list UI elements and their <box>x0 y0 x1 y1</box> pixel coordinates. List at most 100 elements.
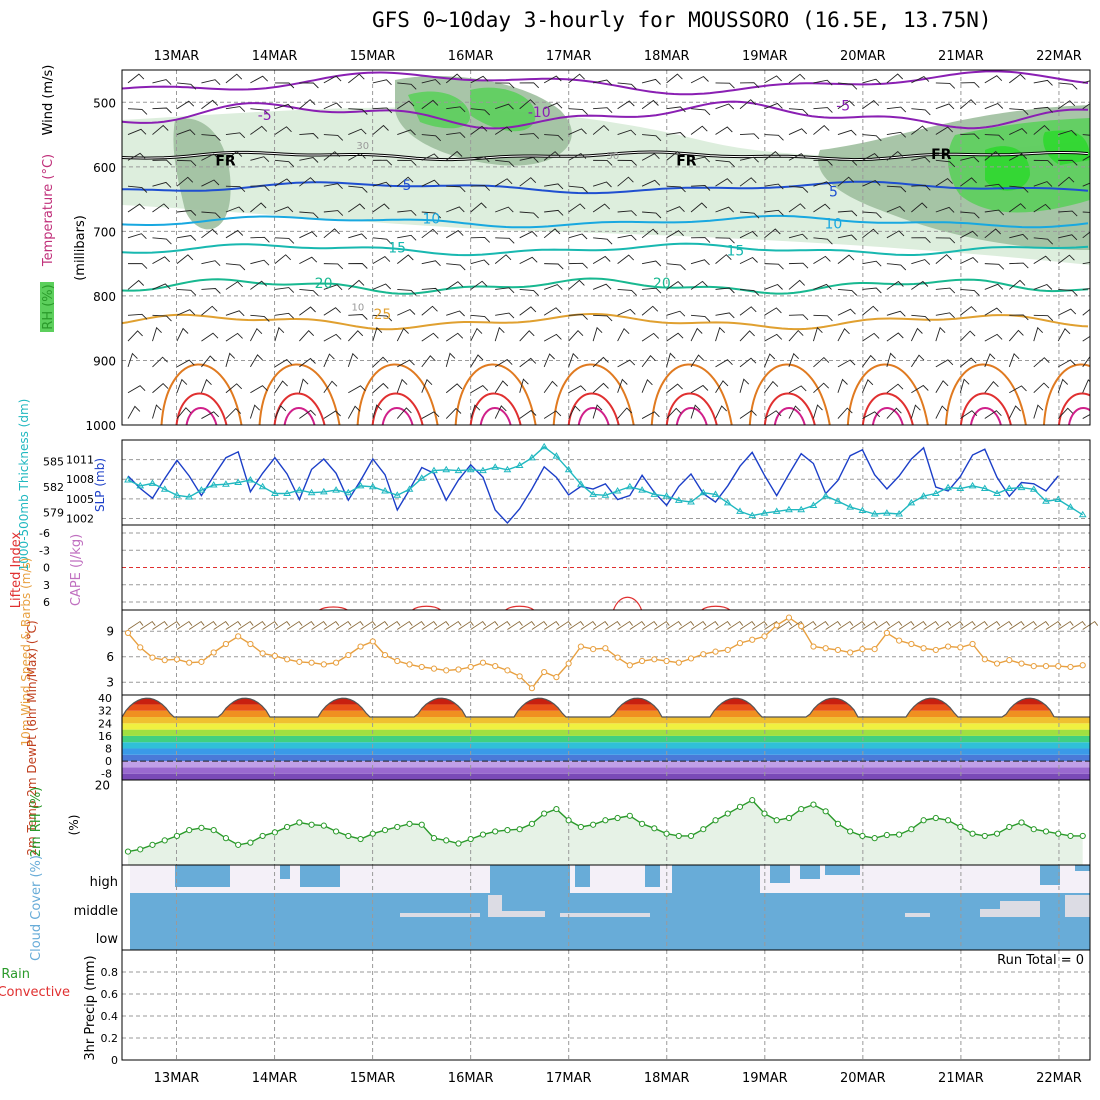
wind10-barb <box>274 620 291 630</box>
wind-barb <box>935 326 946 342</box>
wind-barb <box>788 233 808 240</box>
isotherm-loop <box>175 392 228 425</box>
wind-barb <box>691 185 711 191</box>
wind-barb <box>225 132 246 139</box>
wind10-point <box>332 659 340 666</box>
wind-barb <box>519 256 538 265</box>
wind10-barb <box>666 620 682 630</box>
thickness-point <box>662 492 671 499</box>
wind-barb <box>201 179 220 187</box>
rh2m-point <box>369 830 376 837</box>
thickness-point <box>491 463 500 470</box>
rh2m-point <box>749 797 756 804</box>
wind10-point <box>443 667 450 674</box>
wind10-barb <box>482 620 499 630</box>
contour-label: FR <box>215 153 236 169</box>
wind-barb <box>421 99 439 110</box>
wind-barb <box>568 385 587 394</box>
wind-barb <box>1057 100 1076 110</box>
rh2m-point <box>357 835 364 843</box>
li-bump <box>612 596 643 611</box>
wind-barb <box>1082 308 1090 316</box>
temp-band <box>122 735 1090 743</box>
thickness-point <box>515 461 524 468</box>
wind-barb <box>519 289 539 296</box>
wind-barb <box>837 359 856 368</box>
wind-barb <box>544 134 564 141</box>
thickness-point <box>270 489 279 497</box>
wind10-point <box>479 659 487 666</box>
wind-barb <box>127 330 143 342</box>
thickness-point <box>442 465 451 473</box>
x-tick-bottom: 19MAR <box>742 1071 788 1086</box>
rh-shading <box>122 107 1090 265</box>
wind-barb <box>250 259 270 266</box>
wind-barb <box>715 312 735 319</box>
cloud-high-bar <box>770 865 790 883</box>
wind10-point <box>590 646 597 653</box>
rh2m-point <box>467 835 474 843</box>
wind-barb <box>862 287 882 294</box>
wind10-point <box>467 663 474 671</box>
wind-barb <box>421 228 439 239</box>
wind-barb <box>544 263 564 270</box>
rh2m-point <box>822 808 829 815</box>
wind10-barb <box>800 620 817 630</box>
wind-barb <box>568 185 588 193</box>
wind-barb <box>764 183 784 190</box>
contour-label: 10 <box>423 211 441 227</box>
wind-barb <box>519 82 540 89</box>
wind-barb <box>862 134 882 142</box>
wind-barb <box>543 333 562 342</box>
wind-barb <box>176 289 197 296</box>
wind10-point <box>859 646 866 653</box>
wind-barb <box>642 134 662 142</box>
wind-barb <box>225 352 236 368</box>
wind-barb <box>813 255 831 265</box>
wind10-barb <box>213 620 230 630</box>
wind-barb <box>421 153 440 161</box>
rh2m-point <box>308 821 315 828</box>
y-tick-precip: 0.8 <box>101 966 119 979</box>
wind-barb <box>152 124 169 135</box>
wind-barb <box>470 327 483 342</box>
thickness-point <box>381 487 389 494</box>
wind-barb <box>617 289 637 296</box>
contour-label: 10 <box>825 217 843 233</box>
li-bump <box>701 605 731 611</box>
isotherm-loop <box>650 363 733 425</box>
wind-barb <box>543 228 561 239</box>
x-tick-bottom: 14MAR <box>252 1071 298 1086</box>
wind10-barb <box>1021 620 1037 630</box>
x-tick-top: 19MAR <box>742 49 788 64</box>
wind10-point <box>455 666 462 673</box>
wind10-point <box>626 662 633 669</box>
wind-barb <box>813 382 830 394</box>
wind-barb <box>568 405 581 419</box>
wind10-line <box>127 616 1083 690</box>
wind10-point <box>920 645 927 652</box>
wind-barb <box>960 230 979 239</box>
panel-frame-upper <box>121 69 1091 426</box>
wind-barb <box>176 378 188 393</box>
mark-layer <box>124 73 1099 855</box>
wind-barb <box>323 134 344 141</box>
wind-barb <box>445 352 456 368</box>
wind-barb <box>886 150 904 161</box>
wind10-barb <box>348 620 364 630</box>
rh2m-point <box>222 835 230 842</box>
rh-shading <box>408 91 470 129</box>
wind-barb <box>690 259 710 266</box>
wind-barb <box>372 283 392 290</box>
wind-barb <box>911 125 928 135</box>
wind-barb <box>323 183 343 190</box>
wind-barb <box>715 206 735 213</box>
wind10-barb <box>470 620 487 630</box>
wind10-barb <box>874 620 890 630</box>
wind-barb <box>397 254 414 264</box>
wind-barb <box>788 352 800 368</box>
wind10-barb <box>984 620 1001 630</box>
wind10-point <box>369 638 376 645</box>
thickness-point <box>576 480 585 487</box>
wind-barb <box>470 404 481 419</box>
